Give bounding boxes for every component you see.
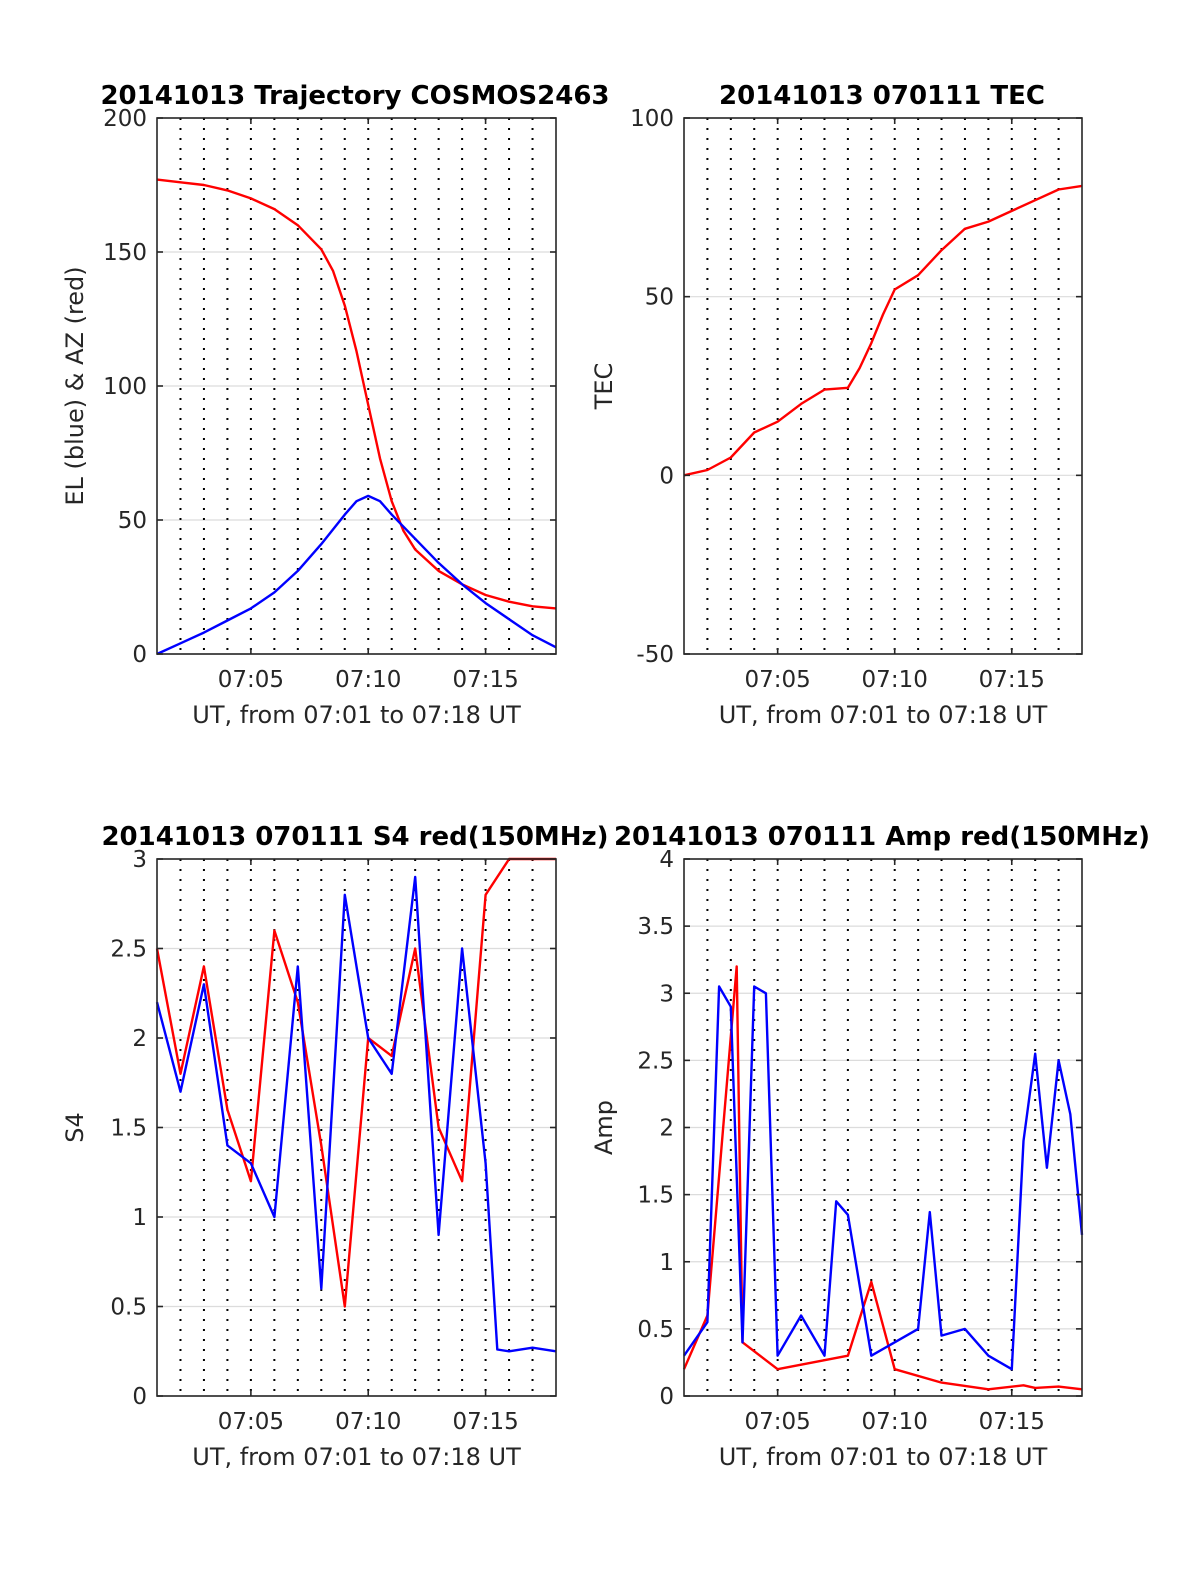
chart-panel-2: -50 0 50 100 07:05 07:10 07:15 20141013 070111 … (590, 81, 1083, 729)
x-tick-label: 07:15 (452, 667, 518, 693)
axes-box (683, 117, 1083, 655)
y-tick-label: 0 (132, 1384, 147, 1410)
x-axis-label: UT, from 07:01 to 07:18 UT (192, 1443, 521, 1471)
y-tick-label: 4 (659, 847, 674, 873)
y-tick-label: 0.5 (110, 1295, 147, 1321)
y-axis-label: TEC (590, 363, 618, 411)
plot-area (684, 118, 1082, 654)
y-axis-label: EL (blue) & AZ (red) (61, 266, 89, 505)
y-tick-label: 50 (645, 285, 674, 311)
y-tick-label: 2.5 (110, 937, 147, 963)
y-tick-label: 3.5 (637, 914, 674, 940)
chart-title: 20141013 070111 S4 red(150MHz) (101, 822, 608, 852)
y-axis-label: Amp (590, 1100, 618, 1155)
y-axis-label: S4 (61, 1112, 89, 1143)
y-tick-label: 1.5 (637, 1183, 674, 1209)
series-line-blue (155, 875, 557, 1353)
series-line-az (156, 178, 557, 610)
y-tick-label: 0 (132, 642, 147, 668)
chart-panel-4: 0 0.5 1 1.5 2 2.5 3 3.5 4 07:05 07:10 07:15 20141013… (590, 822, 1150, 1471)
y-tick-label: 0 (659, 463, 674, 489)
x-axis-label: UT, from 07:01 to 07:18 UT (192, 701, 521, 729)
y-tick-label: 3 (659, 981, 674, 1007)
y-tick-label: 2 (132, 1026, 147, 1052)
y-tick-label: -50 (636, 642, 674, 668)
y-tick-label: 1.5 (110, 1116, 147, 1142)
y-tick-label: 100 (103, 374, 147, 400)
series-line-tec (683, 184, 1083, 477)
x-axis-label: UT, from 07:01 to 07:18 UT (719, 701, 1048, 729)
x-tick-label: 07:15 (979, 1409, 1045, 1435)
y-tick-label: 2.5 (637, 1048, 674, 1074)
x-tick-label: 07:10 (862, 1409, 928, 1435)
x-tick-label: 07:15 (452, 1409, 518, 1435)
chart-title: 20141013 Trajectory COSMOS2463 (100, 81, 609, 111)
x-tick-label: 07:05 (744, 1409, 810, 1435)
y-tick-label: 1 (659, 1250, 674, 1276)
y-tick-label: 50 (118, 508, 147, 534)
series-line-el (156, 494, 557, 656)
series-line-red (155, 857, 556, 1308)
x-tick-label: 07:15 (979, 667, 1045, 693)
y-tick-label: 200 (103, 106, 147, 132)
y-tick-label: 0.5 (637, 1317, 674, 1343)
x-tick-label: 07:10 (335, 1409, 401, 1435)
x-tick-label: 07:10 (335, 667, 401, 693)
x-axis-label: UT, from 07:01 to 07:18 UT (719, 1443, 1048, 1471)
y-tick-label: 1 (132, 1205, 147, 1231)
x-tick-label: 07:05 (744, 667, 810, 693)
y-tick-label: 3 (132, 847, 147, 873)
x-tick-label: 07:05 (218, 1409, 284, 1435)
series-line-blue (683, 985, 1084, 1371)
series-line-red (682, 965, 1083, 1391)
chart-panel-3: 0 0.5 1 1.5 2 2.5 3 07:05 07:10 07:15 20141013 070… (61, 822, 609, 1471)
y-tick-label: 100 (630, 106, 674, 132)
x-tick-label: 07:05 (218, 667, 284, 693)
y-tick-label: 150 (103, 240, 147, 266)
y-tick-label: 0 (659, 1384, 674, 1410)
chart-panel-1: 0 50 100 150 200 07:05 07:10 07:15 20141013 Traj… (61, 81, 610, 729)
chart-title: 20141013 070111 TEC (719, 81, 1045, 111)
x-tick-label: 07:10 (862, 667, 928, 693)
chart-title: 20141013 070111 Amp red(150MHz) (614, 822, 1150, 852)
y-tick-label: 2 (659, 1116, 674, 1142)
